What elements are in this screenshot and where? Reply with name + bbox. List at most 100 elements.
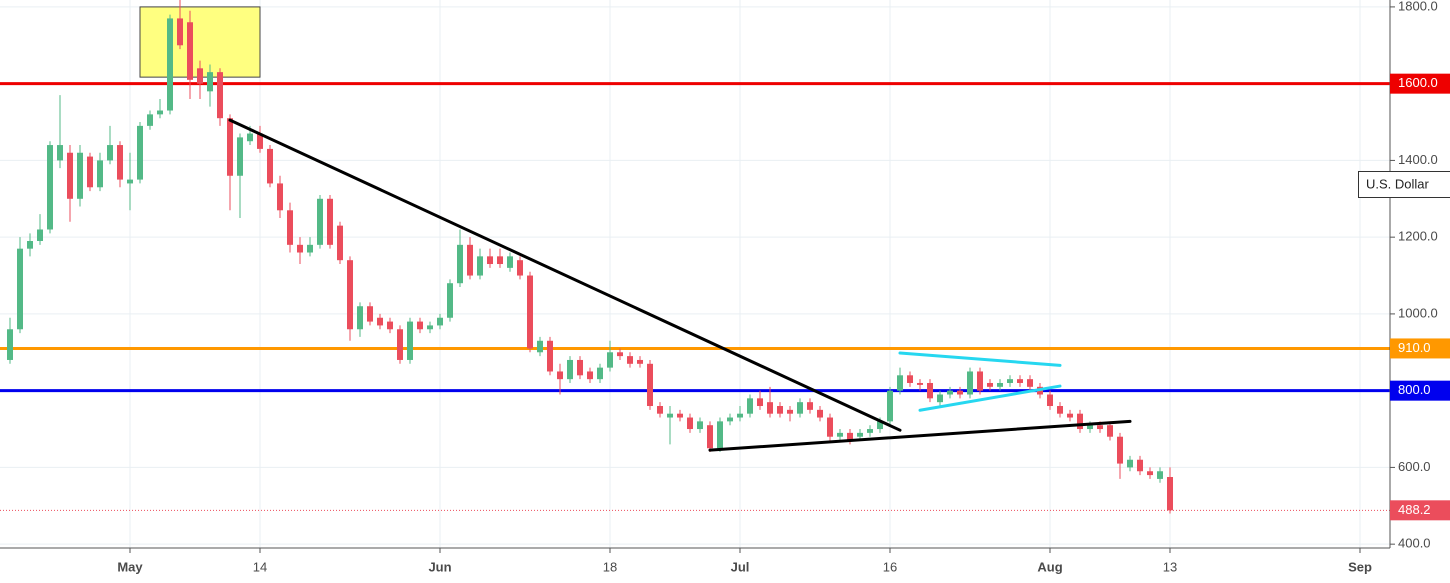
candle-body <box>177 18 183 46</box>
candle-body <box>1167 477 1173 511</box>
candle-body <box>567 359 573 380</box>
candle-body <box>887 390 893 422</box>
candle-body <box>47 145 53 230</box>
level-label-bg <box>1390 338 1450 359</box>
candle-body <box>497 256 503 265</box>
candle-body <box>387 321 393 330</box>
level-label: 800.0 <box>1398 382 1431 397</box>
candle-body <box>557 371 563 380</box>
x-tick-label: Aug <box>1037 559 1062 574</box>
x-tick-label: Sep <box>1348 559 1372 574</box>
candle-body <box>777 406 783 414</box>
candle-body <box>867 429 873 433</box>
candle-body <box>377 317 383 326</box>
candle-body <box>397 329 403 360</box>
y-tick-label: 1800.0 <box>1398 0 1438 13</box>
candle-body <box>417 321 423 330</box>
candle-body <box>227 118 233 176</box>
candle-body <box>677 413 683 418</box>
x-tick-label: 16 <box>883 559 897 574</box>
grid <box>0 0 1390 548</box>
axis-label: U.S. Dollar <box>1366 176 1430 191</box>
candle-body <box>657 406 663 414</box>
candle-body <box>1077 413 1083 430</box>
candle-body <box>817 409 823 418</box>
level-label: 910.0 <box>1398 340 1431 355</box>
candle-body <box>137 125 143 180</box>
candle-body <box>607 352 613 368</box>
candle-body <box>67 152 73 199</box>
candle-body <box>257 133 263 149</box>
candle-body <box>937 394 943 403</box>
candle-body <box>1107 425 1113 437</box>
y-tick-label: 1400.0 <box>1398 152 1438 167</box>
candle-body <box>527 275 533 349</box>
candle-body <box>997 382 1003 387</box>
candle-body <box>987 382 993 387</box>
candle-body <box>737 413 743 418</box>
candle-body <box>337 225 343 261</box>
candle-body <box>637 359 643 364</box>
x-tick-label: 18 <box>603 559 617 574</box>
candle-body <box>297 244 303 253</box>
axis-label-box <box>1358 171 1450 198</box>
candle-body <box>167 18 173 111</box>
candle-body <box>1127 459 1133 468</box>
candle-body <box>547 340 553 372</box>
x-tick-label: Jun <box>428 559 451 574</box>
candle-body <box>1137 459 1143 472</box>
candle-body <box>237 137 243 176</box>
candle-body <box>157 110 163 115</box>
candle-body <box>767 402 773 414</box>
candle-body <box>1057 406 1063 414</box>
candle-body <box>1157 471 1163 479</box>
trend-line <box>708 419 1132 452</box>
candle-body <box>1117 436 1123 464</box>
candle-body <box>447 283 453 318</box>
candle-body <box>667 413 673 418</box>
candle-body <box>187 22 193 80</box>
candle-body <box>87 156 93 188</box>
candle-body <box>97 160 103 188</box>
candle-body <box>617 352 623 357</box>
candle-body <box>307 244 313 253</box>
candle-body <box>347 260 353 330</box>
candle-body <box>837 432 843 437</box>
trend-line <box>918 384 1062 412</box>
level-label: 1600.0 <box>1398 75 1438 90</box>
y-tick-label: 1200.0 <box>1398 229 1438 244</box>
level-label-bg <box>1390 73 1450 94</box>
candle-body <box>1047 394 1053 407</box>
candle-body <box>117 145 123 180</box>
candle-body <box>37 229 43 241</box>
axes: 400.0 600.0 1000.0 1200.0 1400.0 1800.0 May 14 J… <box>117 0 1450 574</box>
candle-body <box>687 417 693 430</box>
current-price-label-bg <box>1390 500 1450 521</box>
candle-body <box>697 421 703 430</box>
y-tick-label: 1000.0 <box>1398 305 1438 320</box>
x-tick-label: May <box>117 559 143 574</box>
candle-body <box>1087 425 1093 430</box>
candle-body <box>457 244 463 284</box>
candle-body <box>577 359 583 376</box>
candle-body <box>627 356 633 364</box>
candle-body <box>1147 471 1153 476</box>
candle-body <box>437 317 443 326</box>
candle-body <box>797 402 803 414</box>
candle-body <box>197 68 203 84</box>
overlay <box>0 118 1390 511</box>
candle-body <box>407 321 413 360</box>
candle-body <box>107 145 113 161</box>
candle-body <box>967 371 973 395</box>
current-price-label: 488.2 <box>1398 502 1431 517</box>
candle-body <box>267 148 273 184</box>
candle-body <box>597 367 603 380</box>
candle-body <box>367 306 373 322</box>
candle-body <box>57 145 63 161</box>
candle-body <box>477 256 483 276</box>
candle-body <box>977 371 983 391</box>
candle-body <box>487 256 493 265</box>
candle-body <box>1027 379 1033 387</box>
candle-body <box>807 402 813 410</box>
